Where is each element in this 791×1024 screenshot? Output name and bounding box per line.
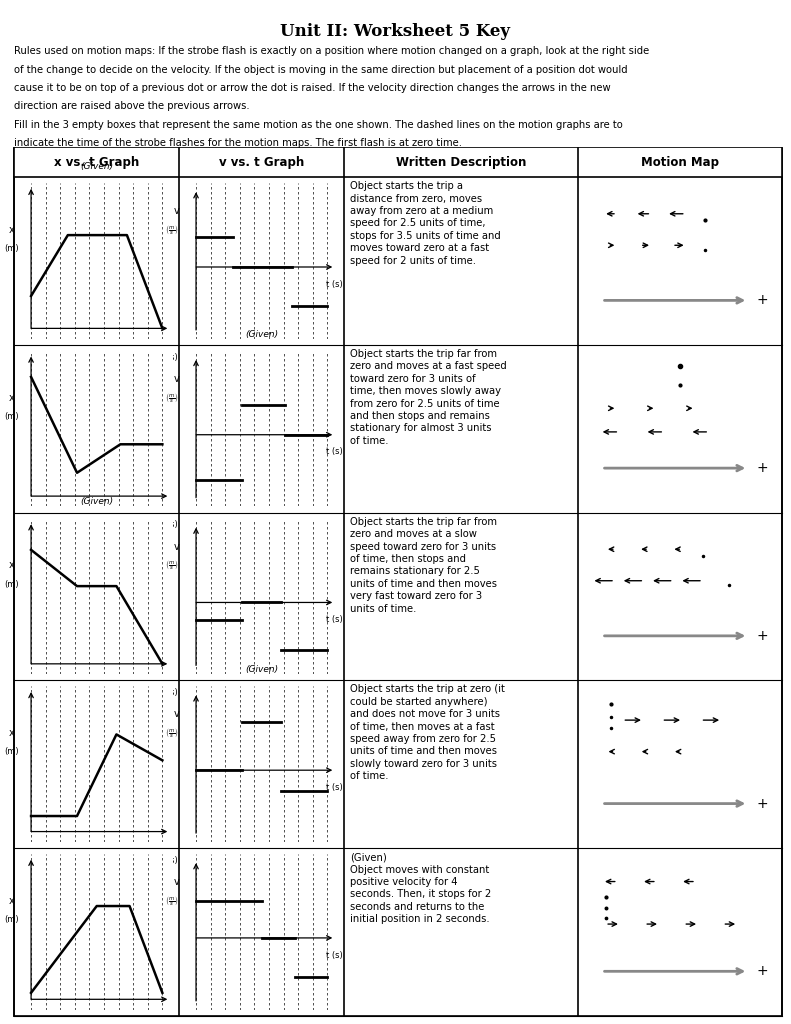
Text: Unit II: Worksheet 5 Key: Unit II: Worksheet 5 Key — [281, 23, 510, 40]
Text: t (s): t (s) — [161, 520, 177, 529]
Text: +: + — [756, 797, 768, 811]
Text: t (s): t (s) — [161, 352, 177, 361]
Text: (Given): (Given) — [80, 498, 113, 506]
Text: v: v — [173, 542, 180, 552]
Text: x: x — [9, 728, 14, 738]
Text: x: x — [9, 392, 14, 402]
Text: (m): (m) — [4, 244, 19, 253]
Text: t (s): t (s) — [161, 688, 177, 697]
Text: v: v — [173, 878, 180, 887]
Text: t (s): t (s) — [326, 783, 343, 792]
Text: Motion Map: Motion Map — [641, 157, 719, 169]
Text: Written Description: Written Description — [396, 157, 526, 169]
Text: v: v — [173, 710, 180, 720]
Text: cause it to be on top of a previous dot or arrow the dot is raised. If the veloc: cause it to be on top of a previous dot … — [14, 83, 611, 93]
Text: (m): (m) — [4, 915, 19, 924]
Text: $\left(\frac{m}{s}\right)$: $\left(\frac{m}{s}\right)$ — [165, 726, 179, 740]
Text: (m): (m) — [4, 580, 19, 589]
Text: (Given): (Given) — [245, 665, 278, 674]
Text: v: v — [173, 374, 180, 384]
Text: (Given): (Given) — [80, 162, 113, 171]
Text: Rules used on motion maps: If the strobe flash is exactly on a position where mo: Rules used on motion maps: If the strobe… — [14, 46, 649, 56]
Text: (Given)
Object moves with constant
positive velocity for 4
seconds. Then, it sto: (Given) Object moves with constant posit… — [350, 852, 492, 925]
Text: Object starts the trip a
distance from zero, moves
away from zero at a medium
sp: Object starts the trip a distance from z… — [350, 181, 501, 265]
Text: t (s): t (s) — [161, 856, 177, 865]
Text: $\left(\frac{m}{s}\right)$: $\left(\frac{m}{s}\right)$ — [165, 894, 179, 908]
Text: $\left(\frac{m}{s}\right)$: $\left(\frac{m}{s}\right)$ — [165, 223, 179, 237]
Text: +: + — [756, 294, 768, 307]
Text: Fill in the 3 empty boxes that represent the same motion as the one shown. The d: Fill in the 3 empty boxes that represent… — [14, 120, 623, 130]
Text: Object starts the trip far from
zero and moves at a fast speed
toward zero for 3: Object starts the trip far from zero and… — [350, 349, 507, 445]
Text: v vs. t Graph: v vs. t Graph — [219, 157, 305, 169]
Text: v: v — [173, 206, 180, 216]
Text: direction are raised above the previous arrows.: direction are raised above the previous … — [14, 101, 250, 112]
Text: (m): (m) — [4, 412, 19, 421]
Text: +: + — [756, 461, 768, 475]
Text: t (s): t (s) — [326, 280, 343, 289]
Text: of the change to decide on the velocity. If the object is moving in the same dir: of the change to decide on the velocity.… — [14, 65, 628, 75]
Text: +: + — [756, 629, 768, 643]
Text: x: x — [9, 560, 14, 570]
Text: indicate the time of the strobe flashes for the motion maps. The first flash is : indicate the time of the strobe flashes … — [14, 138, 462, 148]
Text: +: + — [756, 965, 768, 978]
Bar — [14, 148, 782, 177]
Text: x: x — [9, 896, 14, 906]
Text: x vs. t Graph: x vs. t Graph — [54, 157, 139, 169]
Text: x: x — [9, 225, 14, 234]
Text: $\left(\frac{m}{s}\right)$: $\left(\frac{m}{s}\right)$ — [165, 391, 179, 404]
Text: t (s): t (s) — [326, 950, 343, 959]
Text: (m): (m) — [4, 748, 19, 757]
Text: t (s): t (s) — [326, 615, 343, 625]
Text: $\left(\frac{m}{s}\right)$: $\left(\frac{m}{s}\right)$ — [165, 558, 179, 572]
Text: (Given): (Given) — [245, 330, 278, 339]
Bar — [14, 148, 782, 1016]
Text: Object starts the trip at zero (it
could be started anywhere)
and does not move : Object starts the trip at zero (it could… — [350, 684, 505, 781]
Text: t (s): t (s) — [326, 447, 343, 457]
Text: Object starts the trip far from
zero and moves at a slow
speed toward zero for 3: Object starts the trip far from zero and… — [350, 517, 498, 613]
